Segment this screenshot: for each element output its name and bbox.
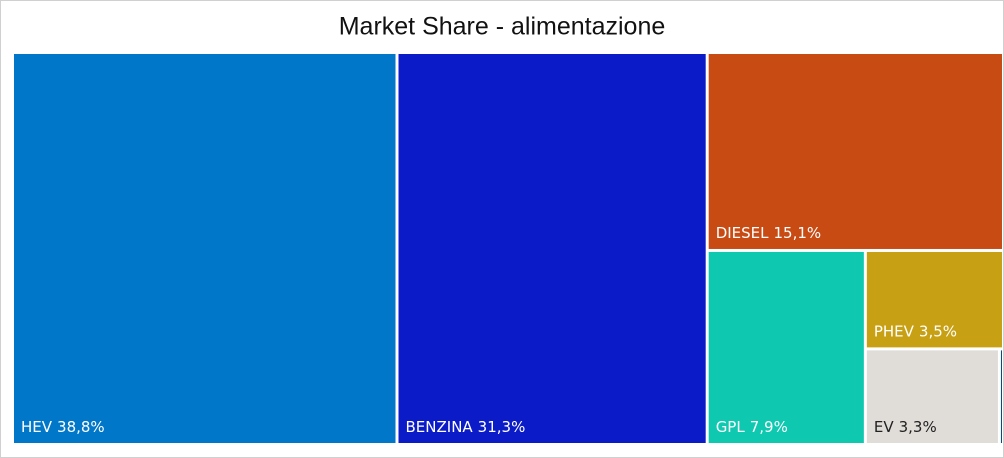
value-label: 38,8% [57,418,105,436]
tile-label: GPL 7,9% [716,418,788,436]
tile [708,54,1002,249]
value-label: 3,5% [919,322,957,340]
tile-label: HEV 38,8% [21,418,105,436]
tile [866,251,1002,348]
tile-label: PHEV 3,5% [874,322,957,340]
tile-label: DIESEL 15,1% [716,223,821,241]
tile [398,54,706,443]
tile [708,251,864,443]
value-label: 15,1% [774,223,822,241]
value-label: 7,9% [750,418,788,436]
tile [866,350,998,443]
category-label: EV [874,418,894,436]
tile [14,54,396,443]
category-label: PHEV [874,322,915,340]
value-label: 3,3% [899,418,937,436]
category-label: DIESEL [716,223,769,241]
category-label: GPL [716,418,746,436]
category-label: BENZINA [406,418,474,436]
tile [1000,350,1002,443]
tile-label: BENZINA 31,3% [406,418,526,436]
chart-title: Market Share - alimentazione [339,13,666,41]
tile-label: EV 3,3% [874,418,937,436]
category-label: HEV [21,418,53,436]
value-label: 31,3% [478,418,526,436]
